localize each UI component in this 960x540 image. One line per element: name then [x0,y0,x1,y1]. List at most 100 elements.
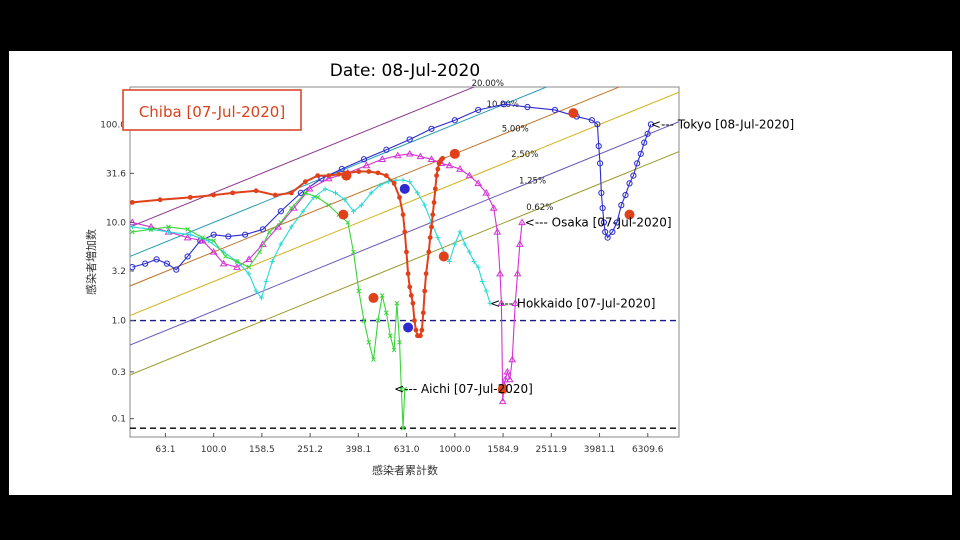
point-tokyo-36 [618,202,625,209]
point-osaka-25 [474,179,483,187]
chart-card: Date: 08-Jul-2020 20.00% 10.00% 5.00% 2.50%… [9,51,952,495]
point-tokyo-33 [604,234,611,241]
point-aichi-31 [400,425,406,431]
point-osaka-17 [393,151,402,159]
point-chiba-31 [419,327,425,333]
point-tokyo-8 [225,233,232,240]
point-hokkaido-33 [452,241,458,247]
chart-title: Date: 08-Jul-2020 [330,61,480,81]
point-hokkaido-9 [259,295,265,301]
point-tokyo-29 [598,189,605,196]
point-chiba-23 [407,284,413,290]
point-hokkaido-26 [407,179,413,185]
point-chiba-13 [356,169,362,174]
point-aichi-2 [166,224,171,230]
point-aichi-12 [289,205,294,211]
point-hokkaido-34 [457,229,463,235]
point-hokkaido-7 [246,271,252,277]
point-chiba-10 [326,173,332,179]
point-hokkaido-3 [187,232,193,238]
point-tokyo-17 [406,136,413,143]
point-chiba-4 [230,190,236,196]
point-osaka-27 [489,204,498,211]
point-chiba-7 [288,190,294,196]
annotation-0: <--- Tokyo [08-Jul-2020] [651,117,794,131]
x-tick-label-4: 398.1 [345,445,371,455]
growth-line-label-2: 5.00% [502,124,529,134]
point-tokyo-28 [596,160,604,167]
point-hokkaido-36 [466,249,472,255]
point-aichi-7 [234,259,240,264]
x-tick-label-8: 2511.9 [536,445,568,455]
growth-lines [130,87,679,376]
point-chiba-38 [430,212,436,218]
point-osaka-26 [482,188,491,196]
y-axis-ticks: 0.1 0.3 1.0 3.2 10.0 31.6 100.0 [100,120,134,425]
point-aichi-13 [302,190,308,196]
chart-svg: Date: 08-Jul-2020 20.00%10.00%5.00%2.50%… [84,61,794,477]
x-tick-label-2: 158.5 [249,445,275,455]
point-tokyo-18 [428,125,435,132]
point-hokkaido-21 [368,190,374,196]
point-osaka-20 [427,155,436,162]
point-tokyo-1 [142,260,149,267]
point-tokyo-16 [383,146,390,153]
highlight-marker-1 [624,209,635,220]
point-chiba-16 [383,173,389,179]
point-tokyo-19 [451,117,458,124]
y-tick-label-6: 100.0 [100,120,126,130]
y-axis-label: 感染者増加数 [84,229,98,295]
x-axis-label: 感染者累計数 [372,463,438,477]
point-osaka-15 [362,161,371,169]
x-tick-label-5: 631.0 [394,445,420,455]
growth-line-0 [130,87,476,228]
point-chiba-21 [404,249,409,255]
point-aichi-20 [361,318,367,323]
point-chiba-20 [402,229,408,235]
point-chiba-32 [420,310,426,316]
y-tick-label-0: 0.1 [112,415,126,425]
point-hokkaido-30 [435,235,441,241]
point-osaka-34 [503,367,512,375]
point-hokkaido-28 [422,202,428,208]
point-chiba-15 [375,170,381,176]
reference-lines [130,319,679,429]
growth-line-label-4: 1.25% [519,176,546,186]
point-aichi-6 [223,254,228,259]
point-chiba-36 [427,235,433,241]
point-chiba-42 [435,166,441,172]
point-osaka-6 [219,259,228,267]
point-tokyo-43 [644,130,651,137]
point-tokyo-37 [622,191,629,199]
point-osaka-12 [305,184,314,192]
point-chiba-6 [272,192,278,198]
point-chiba-37 [429,224,434,230]
point-chiba-3 [211,192,217,198]
point-hokkaido-18 [342,197,348,203]
point-osaka-3 [183,233,192,241]
point-aichi-28 [394,300,400,306]
point-osaka-7 [233,263,241,270]
point-hokkaido-41 [487,300,493,306]
point-hokkaido-38 [475,264,481,270]
point-hokkaido-37 [471,258,477,264]
point-osaka-19 [416,152,425,160]
point-osaka-16 [378,155,387,162]
point-tokyo-9 [241,231,249,238]
point-tokyo-32 [602,228,609,236]
point-tokyo-23 [551,106,559,114]
point-aichi-8 [246,264,252,270]
point-aichi-14 [315,195,321,200]
point-aichi-30 [398,386,404,392]
point-aichi-23 [375,318,381,323]
point-hokkaido-32 [446,258,452,264]
point-osaka-29 [496,269,504,277]
highlight-marker-6 [368,292,379,303]
point-chiba-46 [440,155,446,161]
point-osaka-35 [505,375,514,383]
x-tick-label-6: 1000.0 [439,445,471,455]
y-tick-label-2: 1.0 [112,317,127,327]
point-tokyo-26 [594,121,601,128]
point-tokyo-10 [259,226,266,233]
point-hokkaido-8 [253,288,259,294]
